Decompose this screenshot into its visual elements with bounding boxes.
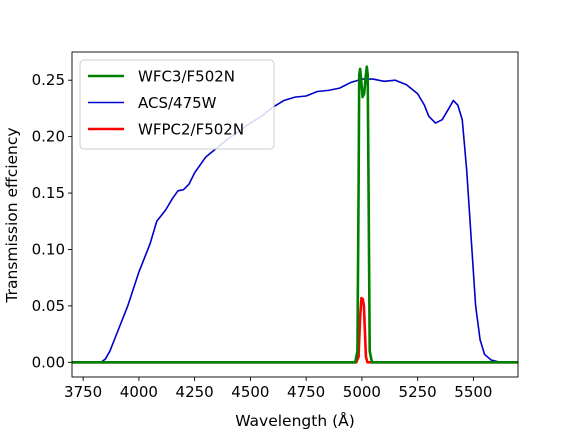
x-tick-label: 5250 [399,383,437,401]
y-tick-label: 0.15 [32,184,65,202]
legend: WFC3/F502N ACS/475W WFPC2/F502N [79,59,275,150]
x-tick-label: 4500 [231,383,269,401]
legend-label: ACS/475W [138,94,217,112]
legend-label: WFPC2/F502N [138,121,244,139]
y-tick-label: 0.25 [32,71,65,89]
legend-label: WFC3/F502N [138,68,235,86]
y-tick-label: 0.20 [32,128,65,146]
y-axis-label: Transmission effciency [3,127,21,303]
x-axis: 3750 4000 4250 4500 4750 5000 5250 5500 [64,377,492,401]
y-axis: 0.00 0.05 0.10 0.15 0.20 0.25 [32,71,72,371]
x-tick-label: 3750 [64,383,102,401]
x-tick-label: 4250 [176,383,214,401]
series-layer [72,65,518,364]
y-tick-label: 0.05 [32,297,65,315]
x-axis-label: Wavelength (Å) [235,411,355,430]
x-tick-label: 5500 [454,383,492,401]
series-line-acs-475w [72,78,518,364]
legend-box [79,59,275,150]
y-tick-label: 0.10 [32,240,65,258]
series-line-wfpc2-f502n [72,296,518,364]
y-tick-label: 0.00 [32,353,65,371]
series-line-wfc3-f502n [72,65,518,364]
plot-frame [71,51,519,378]
x-tick-label: 5000 [343,383,381,401]
x-tick-label: 4750 [287,383,325,401]
x-tick-label: 4000 [120,383,158,401]
